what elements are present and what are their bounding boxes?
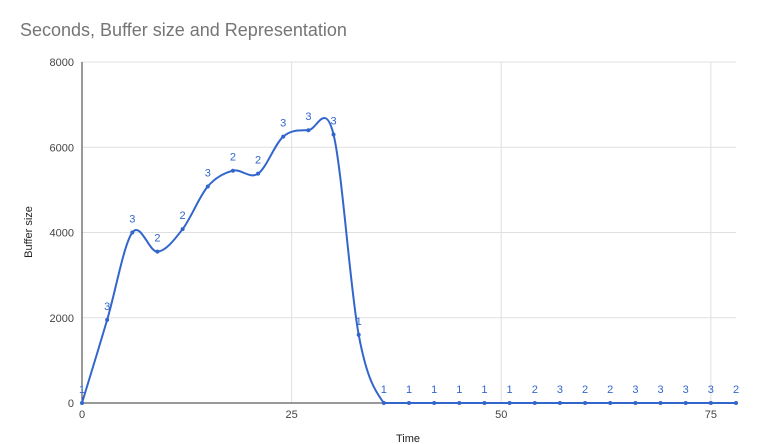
- data-label: 2: [154, 233, 160, 245]
- data-point: [532, 401, 537, 405]
- data-label: 2: [255, 155, 261, 167]
- data-point: [633, 401, 638, 405]
- series-line: [81, 117, 736, 404]
- data-label: 3: [129, 214, 135, 226]
- y-axis-label: Buffer size: [23, 206, 35, 258]
- data-point: [432, 401, 437, 405]
- data-label: 1: [481, 384, 487, 396]
- data-label: 2: [607, 384, 613, 396]
- tick-labels: 0 2000 4000 6000 8000 0 25 50 75: [50, 57, 717, 421]
- data-label: 2: [180, 210, 186, 222]
- data-points: [80, 128, 738, 405]
- data-label: 3: [104, 301, 110, 313]
- data-label: 1: [356, 316, 362, 328]
- data-labels: 1 3 3 2 2 3 2 2 3 3 3 1 1 1 1 1 1 1 2 3 2 2 3 3 3 3 2: [79, 111, 739, 396]
- data-label: 2: [582, 384, 588, 396]
- data-point: [482, 401, 487, 405]
- x-tick-label: 0: [79, 409, 85, 421]
- y-tick-label: 0: [68, 398, 74, 410]
- data-point: [734, 401, 738, 405]
- data-label: 1: [456, 384, 462, 396]
- data-label: 3: [632, 384, 638, 396]
- data-label: 2: [733, 384, 739, 396]
- data-label: 3: [330, 115, 336, 127]
- data-point: [205, 184, 210, 189]
- data-label: 3: [205, 167, 211, 179]
- y-tick-label: 2000: [50, 313, 74, 325]
- data-label: 1: [507, 384, 513, 396]
- data-label: 3: [305, 111, 311, 123]
- data-label: 2: [230, 152, 236, 164]
- x-tick-label: 50: [495, 409, 507, 421]
- chart-title: Seconds, Buffer size and Representation: [20, 20, 347, 40]
- data-label: 2: [532, 384, 538, 396]
- data-label: 1: [79, 384, 85, 396]
- data-point: [608, 401, 613, 405]
- y-tick-label: 8000: [50, 57, 74, 69]
- x-tick-label: 25: [285, 409, 297, 421]
- data-point: [331, 132, 336, 137]
- data-point: [281, 134, 286, 139]
- data-label: 3: [657, 384, 663, 396]
- data-point: [583, 401, 588, 405]
- data-point: [658, 401, 663, 405]
- data-label: 3: [683, 384, 689, 396]
- grid-lines: [82, 61, 736, 403]
- x-tick-label: 75: [705, 409, 717, 421]
- data-point: [230, 168, 235, 173]
- data-point: [457, 401, 462, 405]
- x-axis-label: Time: [396, 433, 420, 444]
- data-point: [381, 401, 386, 405]
- data-label: 3: [280, 118, 286, 130]
- data-label: 1: [431, 384, 437, 396]
- data-point: [407, 401, 411, 405]
- data-label: 1: [381, 384, 387, 396]
- data-point: [80, 401, 84, 405]
- y-tick-label: 4000: [50, 228, 74, 240]
- data-label: 1: [406, 384, 412, 396]
- data-point: [356, 332, 361, 337]
- data-point: [130, 230, 135, 235]
- data-point: [256, 171, 261, 176]
- data-point: [683, 401, 688, 405]
- data-point: [155, 249, 160, 254]
- data-point: [557, 401, 562, 405]
- data-label: 3: [557, 384, 563, 396]
- data-point: [180, 227, 185, 232]
- data-point: [507, 401, 512, 405]
- y-tick-label: 6000: [50, 142, 74, 154]
- data-point: [306, 128, 311, 133]
- data-label: 3: [708, 384, 714, 396]
- data-point: [105, 317, 110, 322]
- data-point: [708, 401, 713, 405]
